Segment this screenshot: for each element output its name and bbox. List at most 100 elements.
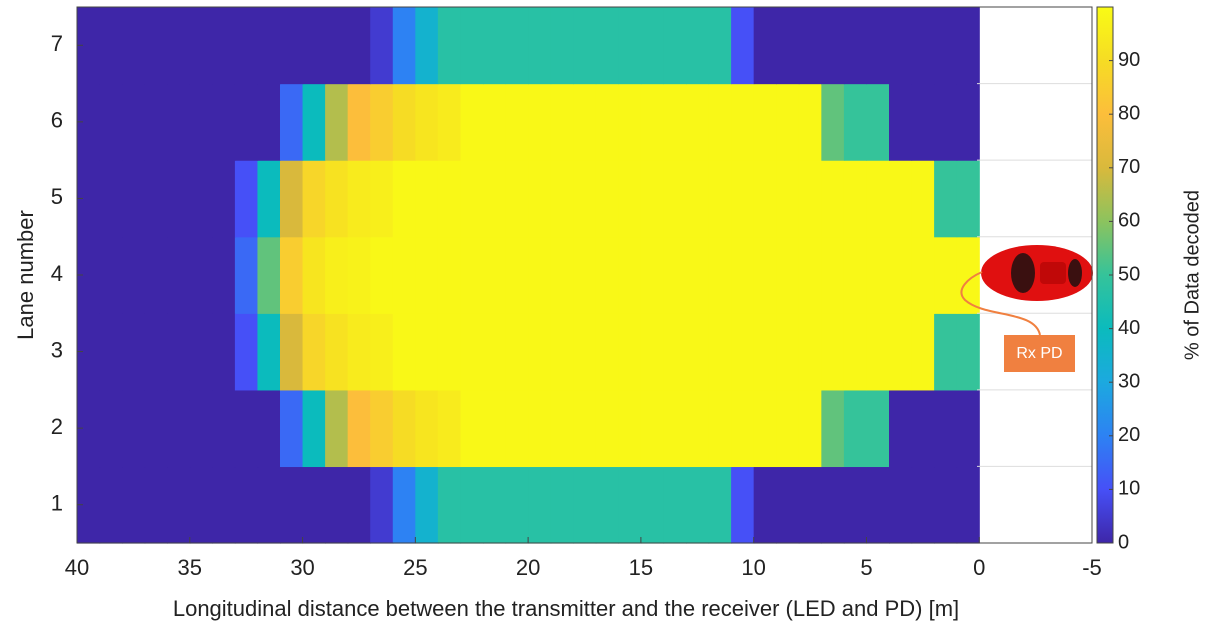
heat-cell bbox=[934, 466, 958, 544]
heat-cell bbox=[550, 236, 574, 314]
heat-cell bbox=[798, 160, 822, 238]
heat-cell bbox=[934, 160, 958, 238]
heat-cell bbox=[731, 7, 755, 85]
heat-cell bbox=[843, 83, 868, 161]
heat-cell bbox=[302, 389, 326, 468]
heat-cell bbox=[776, 236, 800, 314]
heat-cell bbox=[415, 7, 439, 85]
heat-cell bbox=[460, 83, 484, 161]
heat-cell bbox=[144, 236, 168, 314]
heat-cell bbox=[302, 7, 326, 85]
heat-cell bbox=[437, 466, 462, 544]
heat-cell bbox=[618, 313, 642, 391]
heat-cell bbox=[302, 83, 326, 161]
heat-cell bbox=[257, 236, 281, 314]
x-tick-label: 15 bbox=[629, 555, 653, 580]
heat-cell bbox=[753, 7, 777, 85]
heat-cell bbox=[99, 389, 123, 468]
heat-cell bbox=[167, 83, 191, 161]
heat-cell bbox=[866, 7, 890, 85]
heat-cell bbox=[866, 389, 890, 468]
heat-cell bbox=[798, 389, 822, 468]
heat-cell bbox=[889, 83, 913, 161]
heat-cell bbox=[99, 313, 123, 391]
heat-cell bbox=[686, 160, 710, 238]
heat-cell bbox=[122, 236, 146, 314]
heat-cell bbox=[280, 313, 304, 391]
heat-cell bbox=[550, 83, 574, 161]
heat-cell bbox=[573, 466, 597, 544]
heat-cell bbox=[189, 466, 213, 544]
heat-cell bbox=[595, 313, 619, 391]
colorbar-tick-label: 50 bbox=[1118, 263, 1140, 285]
heat-cell bbox=[595, 389, 619, 468]
heat-cell bbox=[257, 83, 281, 161]
heat-cell bbox=[437, 160, 462, 238]
heat-cell bbox=[460, 236, 484, 314]
heat-cell bbox=[550, 160, 574, 238]
heat-cell bbox=[505, 160, 529, 238]
heat-cell bbox=[280, 83, 304, 161]
heat-cell bbox=[686, 466, 710, 544]
heat-cell bbox=[821, 466, 845, 544]
heat-cell bbox=[437, 83, 462, 161]
x-tick-label: 0 bbox=[973, 555, 985, 580]
colorbar-tick-label: 0 bbox=[1118, 531, 1129, 553]
heat-cell bbox=[483, 466, 507, 544]
heat-cell bbox=[77, 83, 101, 161]
heat-cell bbox=[437, 313, 462, 391]
heat-cell bbox=[776, 466, 800, 544]
heat-cell bbox=[280, 160, 304, 238]
heat-cell bbox=[640, 160, 665, 238]
heat-cell bbox=[370, 160, 394, 238]
heat-cell bbox=[776, 160, 800, 238]
heat-cell bbox=[415, 313, 439, 391]
heat-cell bbox=[77, 389, 101, 468]
heat-cell bbox=[640, 466, 665, 544]
heat-cell bbox=[280, 236, 304, 314]
heat-cell bbox=[122, 466, 146, 544]
heat-cell bbox=[573, 313, 597, 391]
heat-cell bbox=[212, 7, 236, 85]
heat-cell bbox=[934, 83, 958, 161]
heat-cell bbox=[392, 313, 416, 391]
heat-cell bbox=[483, 389, 507, 468]
heat-cell bbox=[325, 389, 349, 468]
heat-cell bbox=[302, 466, 326, 544]
colorbar-tick-label: 20 bbox=[1118, 424, 1140, 446]
heat-cell bbox=[415, 466, 439, 544]
heat-cell bbox=[595, 236, 619, 314]
heat-cell bbox=[528, 389, 552, 468]
heat-cell bbox=[640, 83, 665, 161]
heat-cell bbox=[753, 160, 777, 238]
heat-cell bbox=[257, 7, 281, 85]
heat-cell bbox=[257, 466, 281, 544]
heat-cell bbox=[437, 389, 462, 468]
heat-cell bbox=[415, 160, 439, 238]
heat-cell bbox=[212, 313, 236, 391]
heat-cell bbox=[370, 389, 394, 468]
heat-cell bbox=[280, 7, 304, 85]
heat-cell bbox=[843, 313, 868, 391]
x-tick-label: 25 bbox=[403, 555, 427, 580]
heat-cell bbox=[686, 7, 710, 85]
heat-cell bbox=[483, 236, 507, 314]
heat-cell bbox=[99, 466, 123, 544]
heat-cell bbox=[392, 389, 416, 468]
heat-cell bbox=[934, 7, 958, 85]
heat-cell bbox=[234, 83, 259, 161]
heat-cell bbox=[415, 83, 439, 161]
heat-cell bbox=[167, 160, 191, 238]
heat-cell bbox=[212, 83, 236, 161]
heat-cell bbox=[212, 466, 236, 544]
colorbar-tick-label: 70 bbox=[1118, 156, 1140, 178]
colorbar-tick-label: 60 bbox=[1118, 210, 1140, 232]
heat-cell bbox=[911, 7, 935, 85]
heat-cell bbox=[234, 389, 259, 468]
heat-cell bbox=[731, 313, 755, 391]
heat-cell bbox=[483, 83, 507, 161]
heat-cell bbox=[934, 313, 958, 391]
heat-cell bbox=[843, 389, 868, 468]
heat-cell bbox=[505, 389, 529, 468]
